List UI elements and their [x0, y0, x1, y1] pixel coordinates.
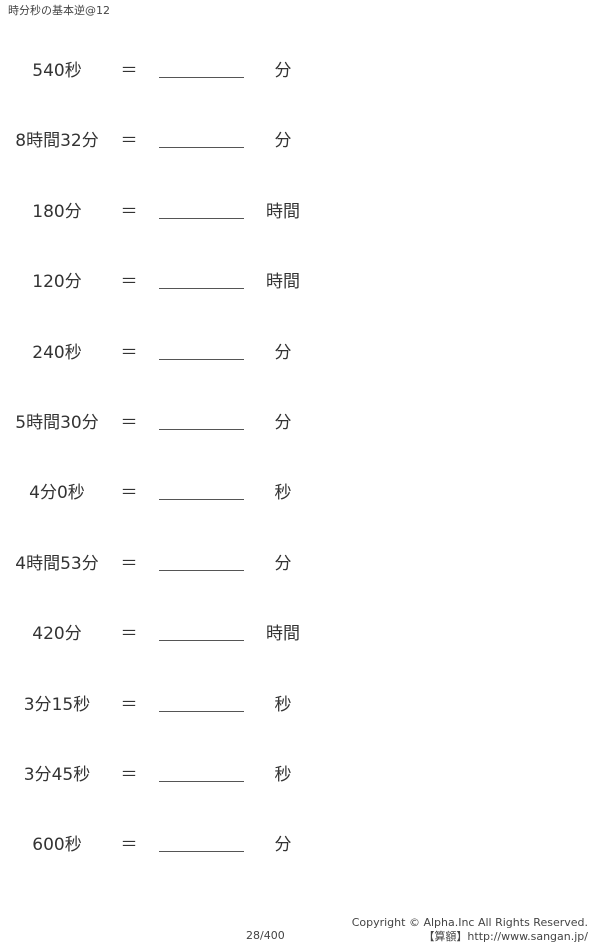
answer-blank[interactable]: [159, 781, 244, 782]
equals-sign: ＝: [120, 201, 138, 222]
problem-row: 600秒 ＝ 分: [0, 830, 340, 860]
answer-unit: 分: [274, 131, 292, 152]
answer-blank[interactable]: [159, 77, 244, 78]
problem-row: 240秒 ＝ 分: [0, 338, 340, 368]
answer-unit: 分: [274, 413, 292, 433]
equals-sign: ＝: [120, 835, 138, 856]
problem-expression: 8時間32分: [15, 131, 99, 152]
problem-expression: 120分: [32, 272, 82, 293]
problem-expression: 3分45秒: [23, 765, 91, 785]
answer-blank[interactable]: [159, 640, 244, 642]
answer-unit: 分: [274, 61, 292, 81]
equals-sign: ＝: [120, 765, 138, 785]
problem-row: 5時間30分 ＝ 分: [0, 408, 340, 438]
problem-row: 540秒 ＝ 分: [0, 56, 340, 86]
problem-expression: 540秒: [32, 61, 82, 81]
equals-sign: ＝: [120, 483, 138, 504]
problem-row: 3分45秒 ＝ 秒: [0, 760, 340, 790]
answer-unit: 時間: [266, 624, 300, 645]
answer-blank[interactable]: [159, 569, 244, 571]
problem-expression: 4分0秒: [29, 483, 85, 504]
problem-expression: 420分: [32, 624, 82, 645]
page-number: 28/400: [246, 929, 285, 942]
answer-unit: 秒: [274, 694, 292, 715]
problem-expression: 180分: [32, 201, 82, 222]
answer-blank[interactable]: [159, 499, 244, 501]
equals-sign: ＝: [120, 694, 138, 715]
copyright-text: Copyright © Alpha.Inc All Rights Reserve…: [351, 916, 588, 929]
problem-row: 180分 ＝ 時間: [0, 197, 340, 227]
footer-credits: Copyright © Alpha.Inc All Rights Reserve…: [352, 916, 588, 944]
site-link: 【算額】http://www.sangan.jp/: [423, 930, 588, 943]
equals-sign: ＝: [120, 342, 138, 363]
problem-row: 4時間53分 ＝ 分: [0, 549, 340, 579]
equals-sign: ＝: [120, 553, 138, 574]
problem-row: 3分15秒 ＝ 秒: [0, 690, 340, 720]
problem-expression: 4時間53分: [15, 553, 99, 574]
problem-row: 8時間32分 ＝ 分: [0, 126, 340, 156]
answer-unit: 時間: [266, 272, 300, 293]
answer-blank[interactable]: [159, 288, 244, 290]
equals-sign: ＝: [120, 624, 138, 645]
problem-expression: 240秒: [32, 342, 82, 363]
problem-expression: 5時間30分: [15, 413, 99, 433]
problem-row: 120分 ＝ 時間: [0, 267, 340, 297]
equals-sign: ＝: [120, 61, 138, 81]
answer-unit: 分: [274, 553, 292, 574]
answer-unit: 秒: [274, 483, 292, 504]
answer-unit: 時間: [266, 201, 300, 222]
answer-blank[interactable]: [159, 429, 244, 430]
answer-unit: 分: [274, 835, 292, 856]
answer-unit: 分: [274, 342, 292, 363]
answer-blank[interactable]: [159, 851, 244, 853]
equals-sign: ＝: [120, 131, 138, 152]
answer-blank[interactable]: [159, 710, 244, 712]
answer-blank[interactable]: [159, 217, 244, 219]
answer-unit: 秒: [274, 765, 292, 785]
problem-row: 4分0秒 ＝ 秒: [0, 478, 340, 508]
problem-expression: 3分15秒: [23, 694, 91, 715]
problem-expression: 600秒: [32, 835, 82, 856]
equals-sign: ＝: [120, 272, 138, 293]
answer-blank[interactable]: [159, 358, 244, 360]
equals-sign: ＝: [120, 413, 138, 433]
worksheet-title: 時分秒の基本逆@12: [8, 4, 110, 17]
answer-blank[interactable]: [159, 147, 244, 149]
problem-row: 420分 ＝ 時間: [0, 619, 340, 649]
